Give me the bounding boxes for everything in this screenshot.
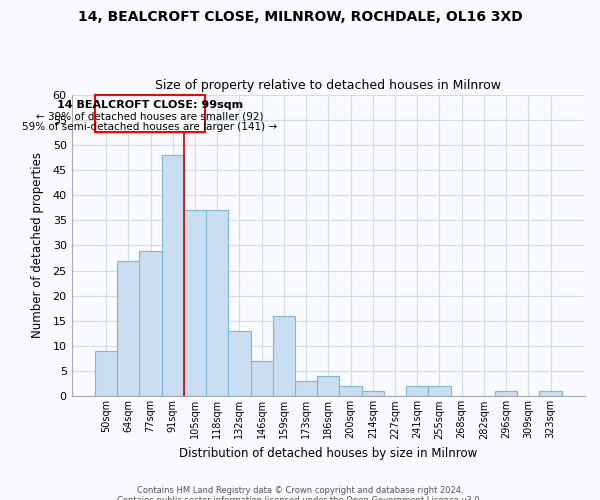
Text: Contains HM Land Registry data © Crown copyright and database right 2024.: Contains HM Land Registry data © Crown c…: [137, 486, 463, 495]
Bar: [184, 210, 206, 396]
Bar: [495, 392, 517, 396]
Bar: [406, 386, 428, 396]
Title: Size of property relative to detached houses in Milnrow: Size of property relative to detached ho…: [155, 79, 502, 92]
Bar: [117, 260, 139, 396]
Y-axis label: Number of detached properties: Number of detached properties: [31, 152, 44, 338]
Bar: [228, 331, 251, 396]
Text: ← 39% of detached houses are smaller (92): ← 39% of detached houses are smaller (92…: [36, 111, 263, 121]
Bar: [161, 155, 184, 396]
Bar: [340, 386, 362, 396]
Bar: [295, 382, 317, 396]
Text: 59% of semi-detached houses are larger (141) →: 59% of semi-detached houses are larger (…: [22, 122, 278, 132]
Bar: [317, 376, 340, 396]
Bar: [139, 250, 161, 396]
Bar: [206, 210, 228, 396]
X-axis label: Distribution of detached houses by size in Milnrow: Distribution of detached houses by size …: [179, 447, 478, 460]
Bar: [539, 392, 562, 396]
Bar: [251, 361, 273, 396]
Text: 14, BEALCROFT CLOSE, MILNROW, ROCHDALE, OL16 3XD: 14, BEALCROFT CLOSE, MILNROW, ROCHDALE, …: [77, 10, 523, 24]
Text: 14 BEALCROFT CLOSE: 99sqm: 14 BEALCROFT CLOSE: 99sqm: [57, 100, 243, 110]
Bar: [362, 392, 384, 396]
Text: Contains public sector information licensed under the Open Government Licence v3: Contains public sector information licen…: [118, 496, 482, 500]
Bar: [95, 351, 117, 397]
Bar: [428, 386, 451, 396]
Bar: [95, 94, 205, 132]
Bar: [273, 316, 295, 396]
